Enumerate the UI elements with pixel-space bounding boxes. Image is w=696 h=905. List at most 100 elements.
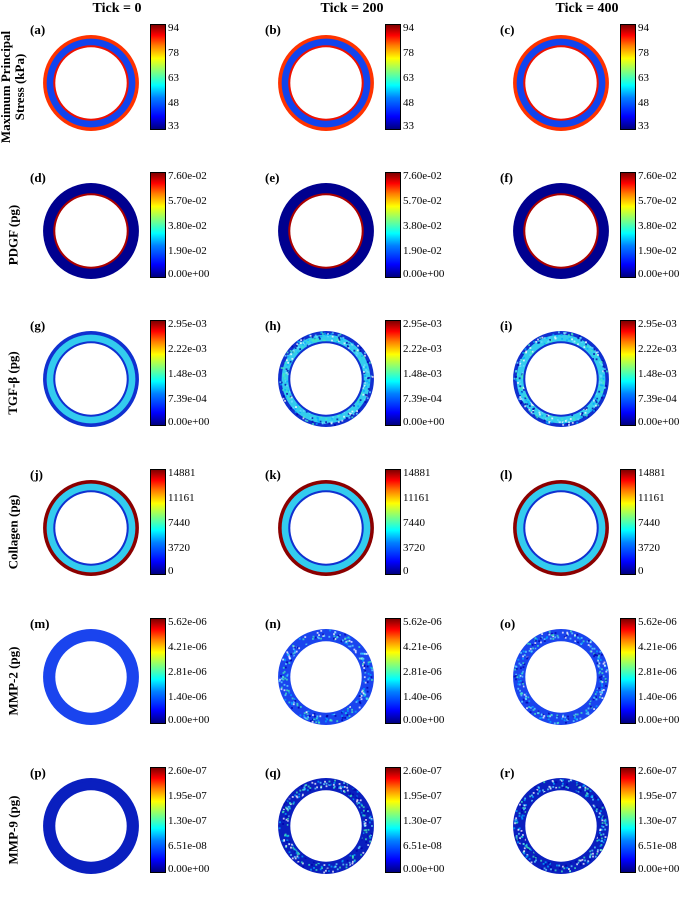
speckle-pixel	[595, 358, 598, 361]
speckle-pixel	[519, 692, 522, 695]
speckle-pixel	[302, 638, 305, 641]
speckle-pixel	[555, 415, 558, 418]
speckle-pixel	[359, 702, 362, 705]
speckle-pixel	[362, 393, 365, 396]
speckle-pixel	[545, 868, 548, 871]
speckle-pixel	[529, 410, 532, 413]
speckle-pixel	[590, 795, 593, 798]
speckle-pixel	[600, 840, 603, 843]
speckle-pixel	[286, 678, 288, 681]
speckle-pixel	[593, 653, 596, 656]
speckle-pixel	[595, 354, 598, 357]
speckle-pixel	[339, 866, 341, 869]
speckle-pixel	[550, 421, 553, 424]
speckle-pixel	[519, 663, 522, 666]
speckle-pixel	[594, 855, 597, 858]
speckle-pixel	[543, 419, 546, 422]
speckle-pixel	[589, 850, 592, 853]
speckle-pixel	[357, 797, 360, 800]
speckle-pixel	[599, 650, 602, 653]
speckle-pixel	[309, 787, 312, 789]
speckle-pixel	[600, 396, 603, 399]
speckle-pixel	[593, 655, 595, 658]
speckle-pixel	[341, 860, 344, 863]
speckle-pixel	[337, 421, 340, 423]
speckle-pixel	[589, 856, 592, 859]
colorbar-tick-label: 6.51e-08	[168, 840, 207, 852]
speckle-pixel	[513, 377, 516, 380]
speckle-pixel	[599, 680, 602, 683]
speckle-pixel	[595, 351, 598, 354]
speckle-pixel	[291, 703, 293, 705]
speckle-pixel	[598, 653, 600, 656]
speckle-pixel	[543, 638, 546, 641]
speckle-pixel	[515, 665, 518, 668]
speckle-pixel	[303, 714, 305, 717]
speckle-pixel	[529, 711, 532, 714]
speckle-pixel	[595, 808, 598, 811]
speckle-pixel	[293, 801, 295, 804]
speckle-pixel	[595, 401, 598, 404]
speckle-pixel	[293, 855, 296, 858]
speckle-pixel	[513, 827, 516, 830]
speckle-pixel	[295, 345, 298, 347]
speckle-pixel	[565, 634, 568, 637]
colorbar-tick-label: 1.48e-03	[638, 368, 677, 380]
panel: (a) 94 78 63 48 33	[30, 22, 240, 142]
speckle-pixel	[517, 841, 519, 844]
speckle-pixel	[597, 659, 600, 662]
speckle-pixel	[363, 813, 366, 816]
speckle-pixel	[525, 698, 528, 701]
speckle-pixel	[286, 808, 289, 811]
speckle-pixel	[521, 399, 524, 401]
speckle-pixel	[598, 385, 601, 388]
speckle-pixel	[604, 820, 607, 822]
colorbar-tick-label: 4.21e-06	[638, 641, 677, 653]
speckle-pixel	[285, 380, 287, 383]
colorbar-tick-label: 3720	[168, 542, 190, 554]
speckle-pixel	[578, 335, 581, 338]
speckle-pixel	[355, 796, 358, 799]
panel: (o) 5.62e-06 4.21e-06 2.81e-06 1.40e-06 0.00e…	[500, 616, 696, 736]
speckle-pixel	[318, 421, 320, 423]
speckle-pixel	[331, 335, 334, 338]
speckle-pixel	[552, 781, 555, 783]
speckle-pixel	[549, 637, 552, 640]
speckle-pixel	[521, 700, 524, 703]
speckle-pixel	[584, 787, 587, 790]
row-label-1: PDGF (pg)	[0, 160, 26, 310]
speckle-pixel	[572, 340, 575, 343]
speckle-pixel	[316, 786, 318, 789]
speckle-pixel	[575, 781, 578, 784]
speckle-pixel	[516, 676, 519, 679]
speckle-pixel	[603, 661, 606, 664]
colorbar-tick-label: 78	[638, 47, 649, 59]
speckle-pixel	[558, 420, 561, 423]
speckle-pixel	[363, 665, 366, 668]
speckle-pixel	[286, 840, 288, 843]
speckle-pixel	[337, 414, 340, 417]
speckle-pixel	[523, 654, 526, 657]
colorbar-tick-label: 1.40e-06	[403, 691, 442, 703]
panel-letter: (a)	[30, 22, 46, 37]
speckle-pixel	[306, 713, 309, 715]
speckle-pixel	[336, 720, 339, 723]
speckle-pixel	[522, 352, 524, 354]
speckle-pixel	[519, 689, 522, 692]
colorbar-tick-label: 1.30e-07	[168, 815, 207, 827]
speckle-pixel	[286, 835, 289, 838]
speckle-pixel	[549, 862, 551, 865]
speckle-pixel	[595, 399, 597, 402]
speckle-pixel	[335, 863, 338, 866]
speckle-pixel	[288, 397, 291, 400]
speckle-pixel	[533, 341, 536, 343]
speckle-pixel	[292, 351, 295, 354]
speckle-pixel	[561, 337, 564, 340]
speckle-pixel	[597, 656, 600, 658]
speckle-pixel	[593, 805, 596, 808]
speckle-pixel	[327, 335, 329, 338]
speckle-pixel	[294, 646, 297, 649]
speckle-pixel	[358, 401, 361, 403]
colorbar-tick-label: 2.60e-07	[168, 765, 207, 777]
speckle-pixel	[586, 795, 589, 798]
